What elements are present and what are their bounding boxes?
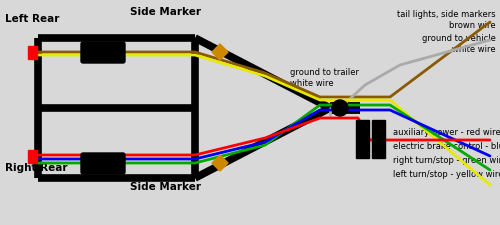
Bar (372, 120, 385, 158)
Text: ground to trailer
white wire: ground to trailer white wire (290, 68, 359, 88)
Text: Side Marker: Side Marker (130, 182, 200, 192)
Bar (28, 46, 37, 59)
Text: electric brake control - blue wire: electric brake control - blue wire (393, 142, 500, 151)
Bar (356, 120, 369, 158)
Text: left turn/stop - yellow wire: left turn/stop - yellow wire (393, 170, 500, 179)
Text: Side Marker: Side Marker (130, 7, 200, 17)
Bar (28, 150, 37, 163)
Text: auxiliary power - red wire: auxiliary power - red wire (393, 128, 500, 137)
Text: right turn/stop - green wire: right turn/stop - green wire (393, 156, 500, 165)
Circle shape (332, 100, 348, 116)
Text: tail lights, side markers
brown wire: tail lights, side markers brown wire (398, 10, 496, 30)
Polygon shape (212, 44, 228, 60)
Polygon shape (212, 155, 228, 171)
Text: Left Rear: Left Rear (5, 14, 60, 24)
Text: Right Rear: Right Rear (5, 163, 68, 173)
FancyBboxPatch shape (81, 153, 125, 174)
Text: ground to vehicle
white wire: ground to vehicle white wire (422, 34, 496, 54)
FancyBboxPatch shape (81, 42, 125, 63)
